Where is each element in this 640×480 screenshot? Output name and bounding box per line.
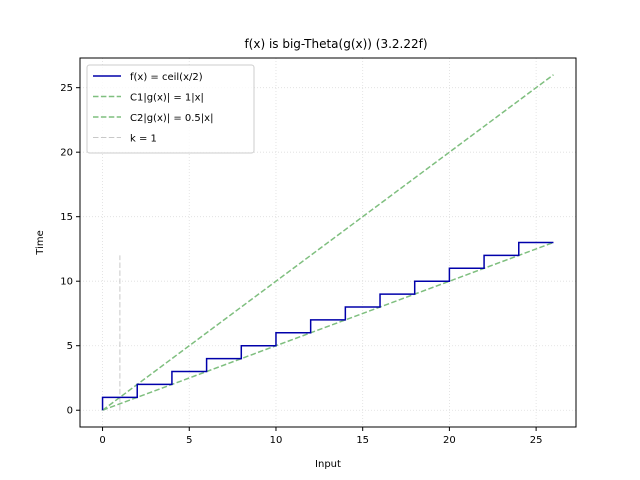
chart-title: f(x) is big-Theta(g(x)) (3.2.22f) <box>244 37 427 51</box>
y-tick-label: 15 <box>60 212 73 223</box>
legend: f(x) = ceil(x/2) C1|g(x)| = 1|x| C2|g(x)| … <box>86 64 255 154</box>
legend-label-3: k = 1 <box>130 134 157 145</box>
series-line-2 <box>102 241 554 411</box>
legend-label-1: C1|g(x)| = 1|x| <box>130 93 204 104</box>
y-tick-label: 20 <box>60 148 73 159</box>
y-tick-label: 25 <box>60 83 73 94</box>
x-axis-label: Input <box>315 459 341 470</box>
series-line-0 <box>101 241 554 411</box>
x-tick-label: 0 <box>99 435 105 446</box>
series-group <box>101 74 554 411</box>
series-line-1 <box>102 74 554 411</box>
y-tick-label: 0 <box>67 406 73 417</box>
legend-label-0: f(x) = ceil(x/2) <box>130 72 203 83</box>
plot-area-frame <box>79 57 577 428</box>
legend-label-2: C2|g(x)| = 0.5|x| <box>130 113 213 124</box>
x-tick-label: 20 <box>443 435 456 446</box>
y-tick-label: 10 <box>60 277 73 288</box>
x-tick-label: 10 <box>270 435 283 446</box>
x-tick-label: 15 <box>356 435 369 446</box>
legend-frame <box>86 64 255 154</box>
x-tick-label: 25 <box>530 435 543 446</box>
x-tick-label: 5 <box>186 435 192 446</box>
y-axis-label: Time <box>35 230 46 255</box>
y-tick-label: 5 <box>67 341 73 352</box>
ticks: 0 5 10 15 20 25 0 5 10 15 20 25 <box>60 83 542 446</box>
